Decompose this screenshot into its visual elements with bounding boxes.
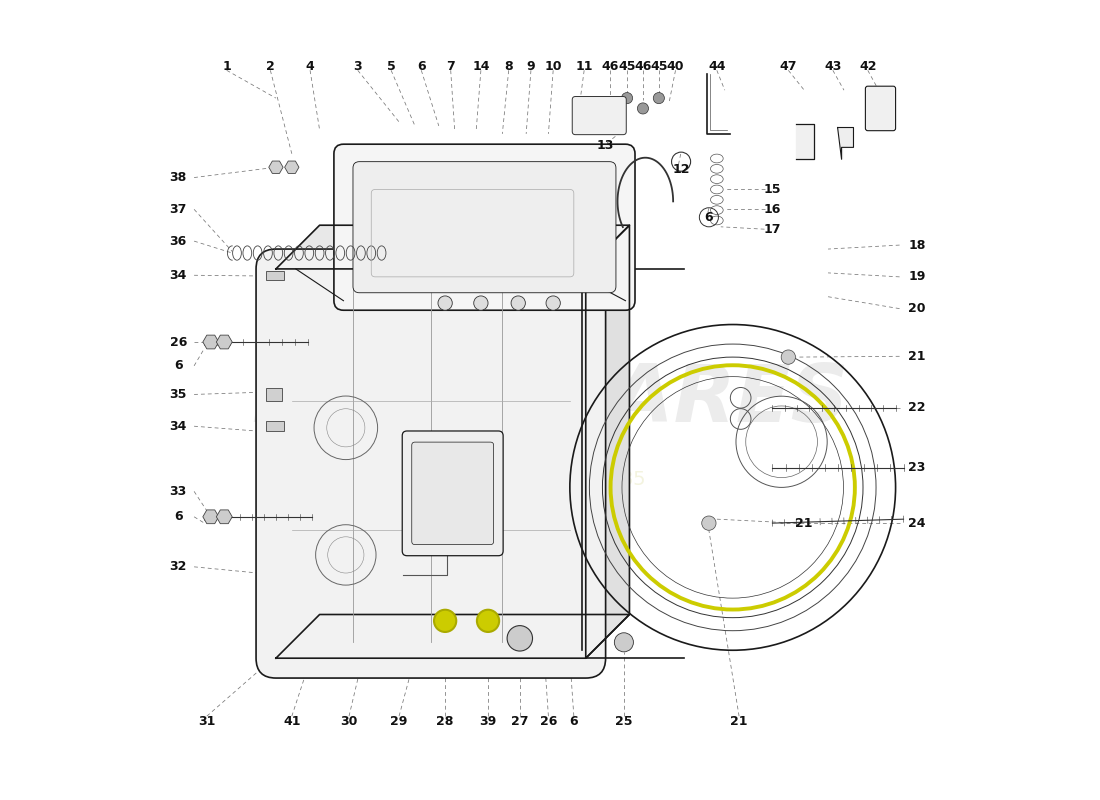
Circle shape <box>474 296 488 310</box>
Text: 22: 22 <box>909 402 926 414</box>
Text: a passion for cars since 1985: a passion for cars since 1985 <box>360 470 645 489</box>
Text: 26: 26 <box>540 715 557 728</box>
Text: 6: 6 <box>570 715 579 728</box>
Polygon shape <box>276 614 629 658</box>
Text: 3: 3 <box>353 60 362 73</box>
Text: 46: 46 <box>635 60 651 73</box>
Text: 5: 5 <box>387 60 396 73</box>
Text: 4: 4 <box>306 60 315 73</box>
Text: 47: 47 <box>780 60 798 73</box>
Polygon shape <box>796 123 814 159</box>
Text: 41: 41 <box>283 715 300 728</box>
Text: 38: 38 <box>169 171 187 184</box>
Text: 34: 34 <box>169 420 187 433</box>
Text: 1: 1 <box>222 60 231 73</box>
FancyBboxPatch shape <box>403 431 503 556</box>
Text: 21: 21 <box>795 517 813 530</box>
Text: 13: 13 <box>597 139 614 152</box>
Circle shape <box>546 296 560 310</box>
FancyBboxPatch shape <box>353 162 616 293</box>
Text: 35: 35 <box>169 388 187 401</box>
Text: 11: 11 <box>575 60 593 73</box>
Circle shape <box>653 93 664 104</box>
Text: 19: 19 <box>909 270 926 283</box>
Text: 26: 26 <box>169 335 187 349</box>
Text: 27: 27 <box>512 715 529 728</box>
Text: 45: 45 <box>618 60 636 73</box>
Circle shape <box>781 350 795 364</box>
Text: 45: 45 <box>650 60 668 73</box>
Text: 28: 28 <box>437 715 454 728</box>
Circle shape <box>702 516 716 530</box>
Text: 16: 16 <box>763 203 781 216</box>
Text: 10: 10 <box>544 60 562 73</box>
Bar <box>266 270 284 280</box>
Polygon shape <box>586 226 629 658</box>
Polygon shape <box>837 127 854 159</box>
Text: 6: 6 <box>174 359 183 372</box>
Text: 31: 31 <box>198 715 216 728</box>
Text: 8: 8 <box>505 60 513 73</box>
FancyBboxPatch shape <box>572 97 626 134</box>
Circle shape <box>512 296 526 310</box>
Text: 6: 6 <box>705 210 713 224</box>
Polygon shape <box>276 226 629 269</box>
Text: 34: 34 <box>169 269 187 282</box>
Text: 6: 6 <box>174 510 183 523</box>
Text: EUROSPARES: EUROSPARES <box>251 361 849 439</box>
FancyBboxPatch shape <box>411 442 494 545</box>
Text: 21: 21 <box>730 715 748 728</box>
Text: 17: 17 <box>763 222 781 236</box>
Text: 43: 43 <box>824 60 842 73</box>
Text: 21: 21 <box>909 350 926 363</box>
Text: 18: 18 <box>909 238 926 251</box>
Text: 44: 44 <box>708 60 726 73</box>
Text: 24: 24 <box>909 517 926 530</box>
Text: 15: 15 <box>763 183 781 196</box>
Text: 14: 14 <box>472 60 490 73</box>
Text: 42: 42 <box>859 60 877 73</box>
Circle shape <box>637 103 649 114</box>
Bar <box>266 422 284 431</box>
Circle shape <box>438 296 452 310</box>
Text: 37: 37 <box>169 203 187 216</box>
Text: 25: 25 <box>615 715 632 728</box>
Text: 20: 20 <box>909 302 926 315</box>
Bar <box>266 388 283 401</box>
Text: 32: 32 <box>169 560 187 574</box>
Text: 23: 23 <box>909 461 926 474</box>
Text: 30: 30 <box>340 715 358 728</box>
Circle shape <box>507 626 532 651</box>
Text: 12: 12 <box>672 163 690 176</box>
Text: 36: 36 <box>169 234 187 248</box>
FancyBboxPatch shape <box>866 86 895 130</box>
Circle shape <box>605 103 616 114</box>
Text: 33: 33 <box>169 485 187 498</box>
Text: 2: 2 <box>266 60 275 73</box>
Circle shape <box>434 610 456 632</box>
Text: 46: 46 <box>602 60 619 73</box>
Text: 9: 9 <box>527 60 536 73</box>
Text: 29: 29 <box>390 715 408 728</box>
Circle shape <box>615 633 634 652</box>
Text: 39: 39 <box>480 715 497 728</box>
FancyBboxPatch shape <box>256 249 606 678</box>
Circle shape <box>477 610 499 632</box>
Text: 6: 6 <box>417 60 426 73</box>
Circle shape <box>621 93 632 104</box>
Text: 40: 40 <box>667 60 684 73</box>
FancyBboxPatch shape <box>334 144 635 310</box>
Text: 7: 7 <box>447 60 455 73</box>
